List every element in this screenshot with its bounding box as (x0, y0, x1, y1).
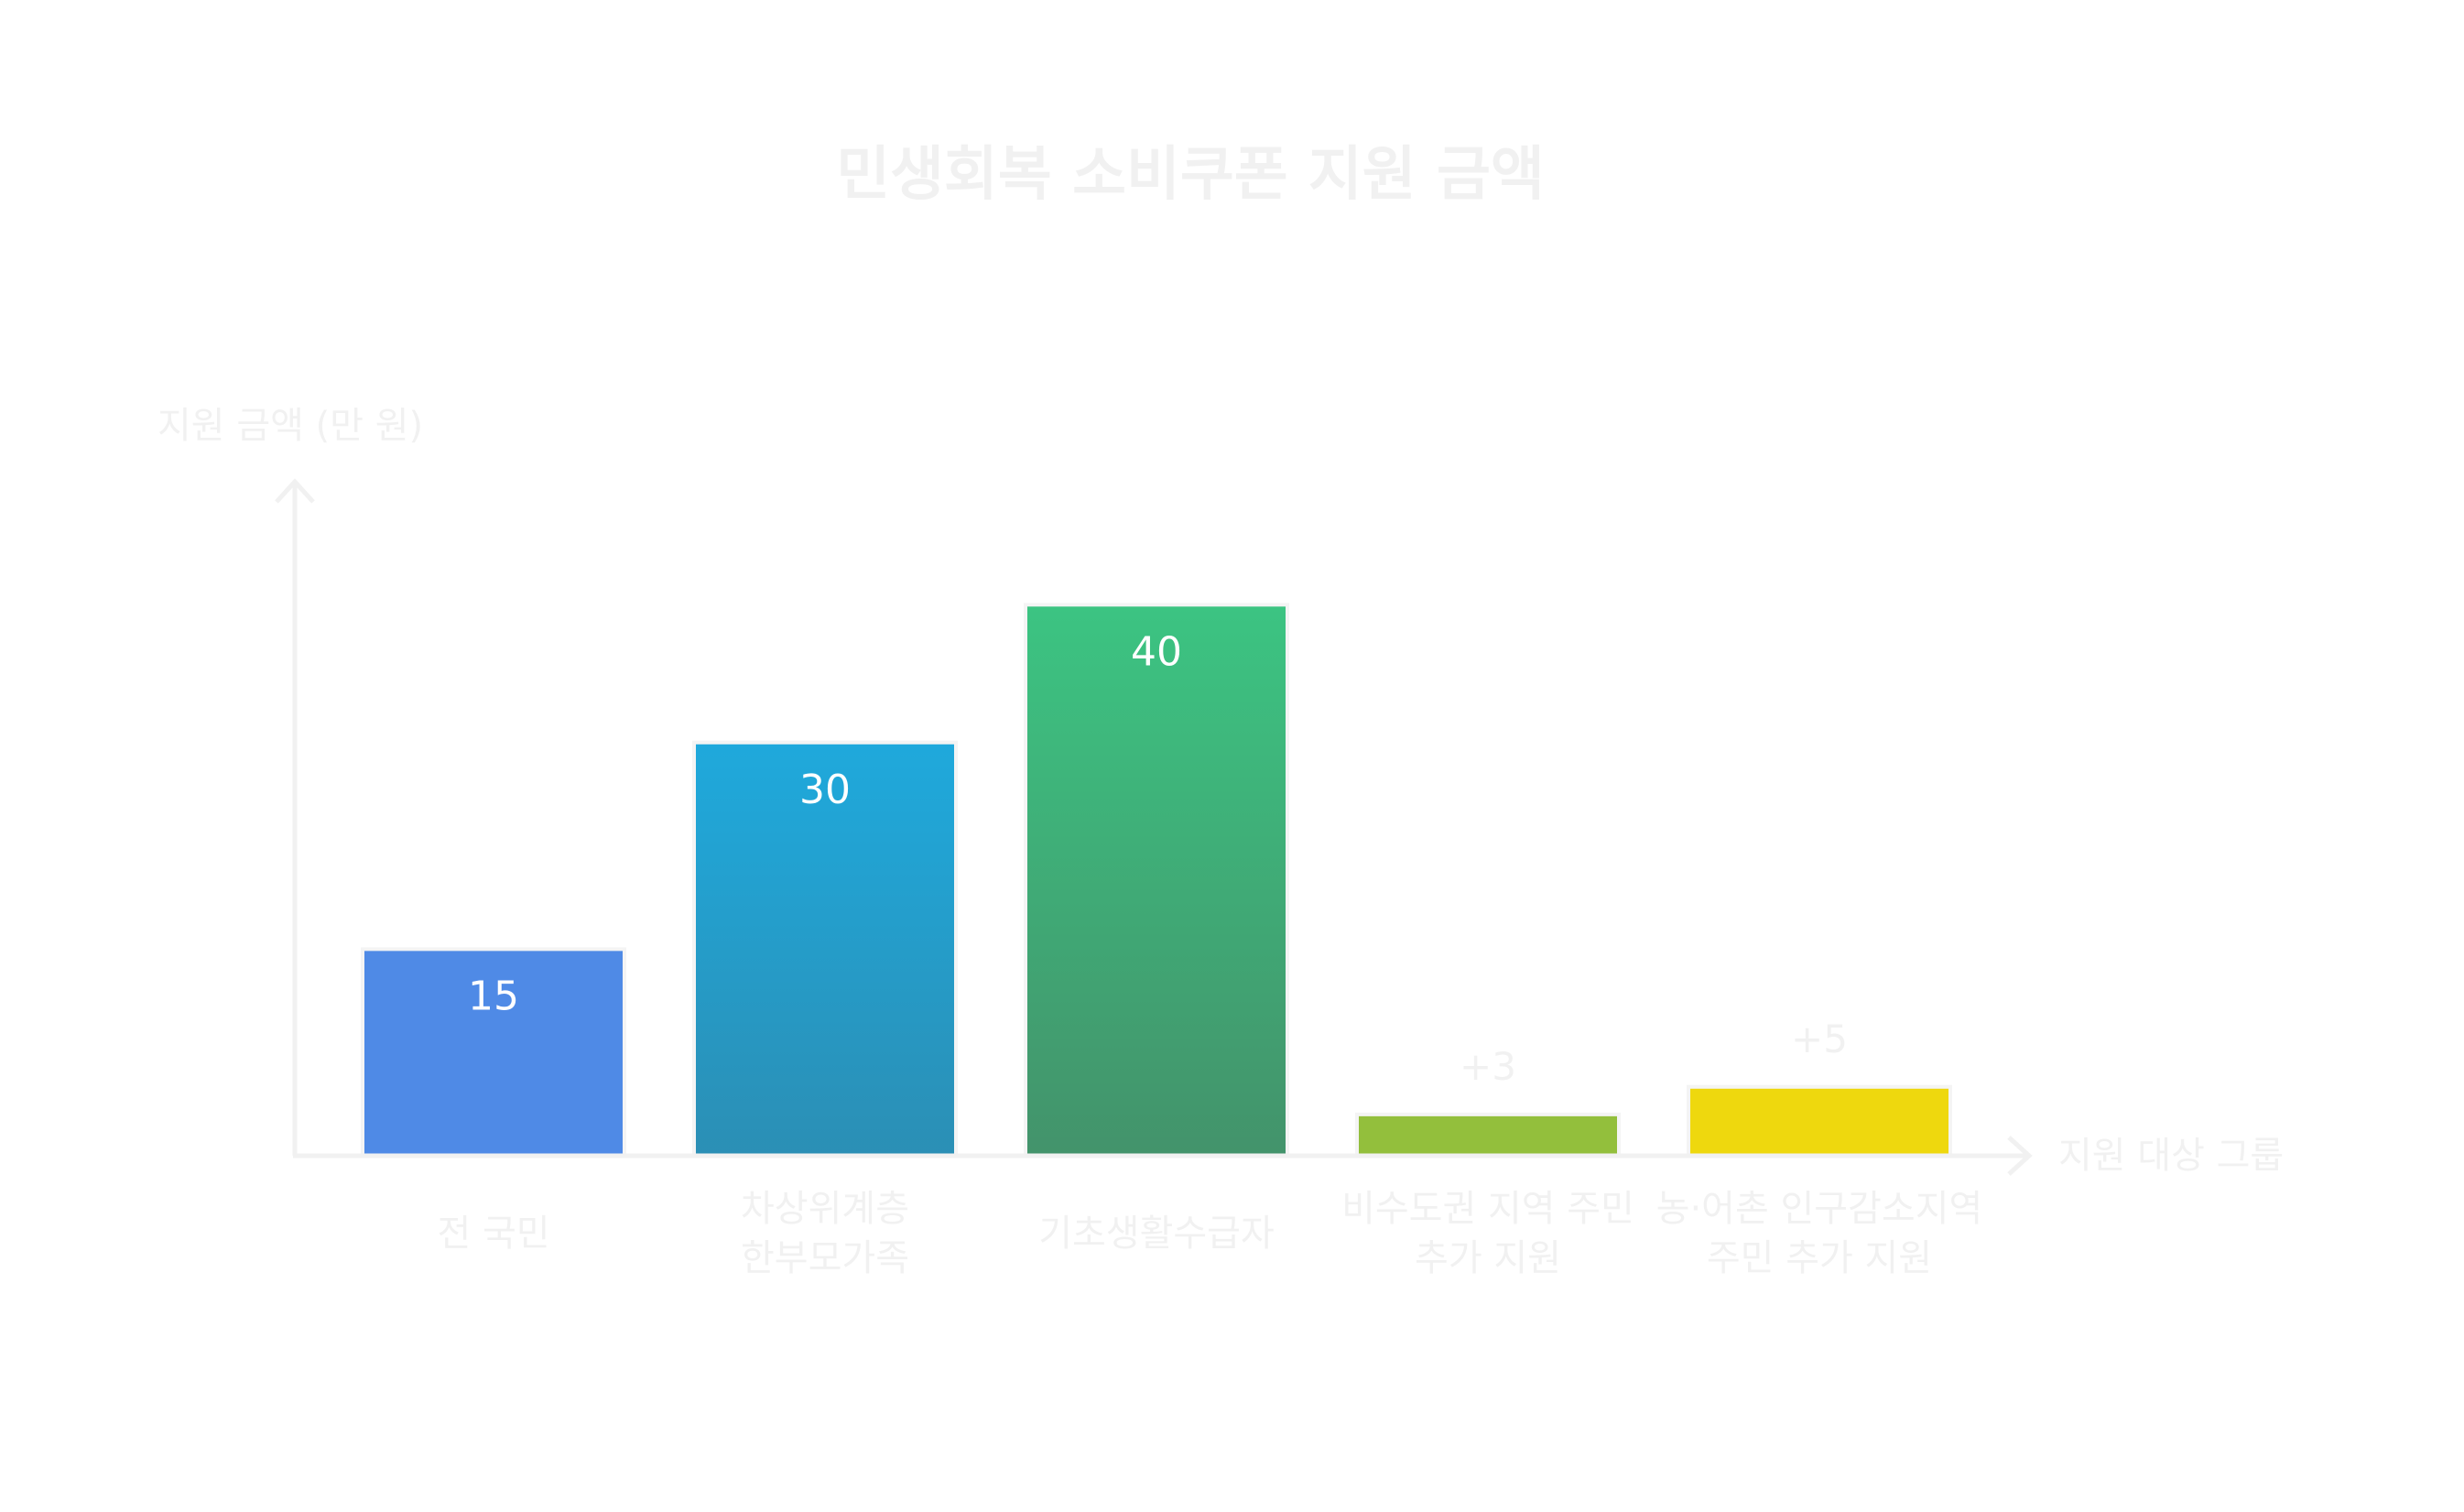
bar-4 (1687, 1084, 1952, 1158)
category-label-1-line-0: 차상위계층 (741, 1188, 909, 1230)
category-label-0-line-0: 전 국민 (437, 1213, 549, 1255)
category-label-1-line-1: 한부모가족 (741, 1237, 909, 1279)
y-axis (275, 478, 315, 1156)
bar-value-label-0: 15 (468, 973, 519, 1019)
category-label-3-line-1: 추가 지원 (1415, 1237, 1561, 1279)
bars: 15 30 40 +3 +5 (361, 603, 1952, 1158)
bar-value-label-4: +5 (1791, 1017, 1848, 1061)
y-axis-label: 지원 금액 (만 원) (157, 405, 423, 447)
category-label-4-line-0: 농·어촌 인구감소지역 (1656, 1188, 1983, 1230)
category-label-4-line-1: 주민 추가 지원 (1707, 1237, 1932, 1279)
bar-0 (361, 947, 626, 1158)
bar-value-label-3: +3 (1460, 1044, 1516, 1089)
chart-title: 민생회복 소비쿠폰 지원 금액 (836, 141, 1544, 209)
x-axis (293, 1136, 2033, 1176)
bar-2 (1024, 603, 1289, 1158)
category-label-3-line-0: 비수도권 지역 주민 (1341, 1188, 1634, 1230)
bar-3 (1355, 1112, 1621, 1158)
bar-value-label-2: 40 (1131, 628, 1182, 675)
bar-1 (692, 740, 958, 1158)
x-axis-label: 지원 대상 그룹 (2058, 1135, 2284, 1177)
category-label-2-line-0: 기초생활수급자 (1038, 1213, 1275, 1255)
x-axis-arrow-icon (2007, 1136, 2033, 1176)
bar-value-label-1: 30 (799, 767, 851, 813)
y-axis-arrow-icon (275, 478, 315, 504)
